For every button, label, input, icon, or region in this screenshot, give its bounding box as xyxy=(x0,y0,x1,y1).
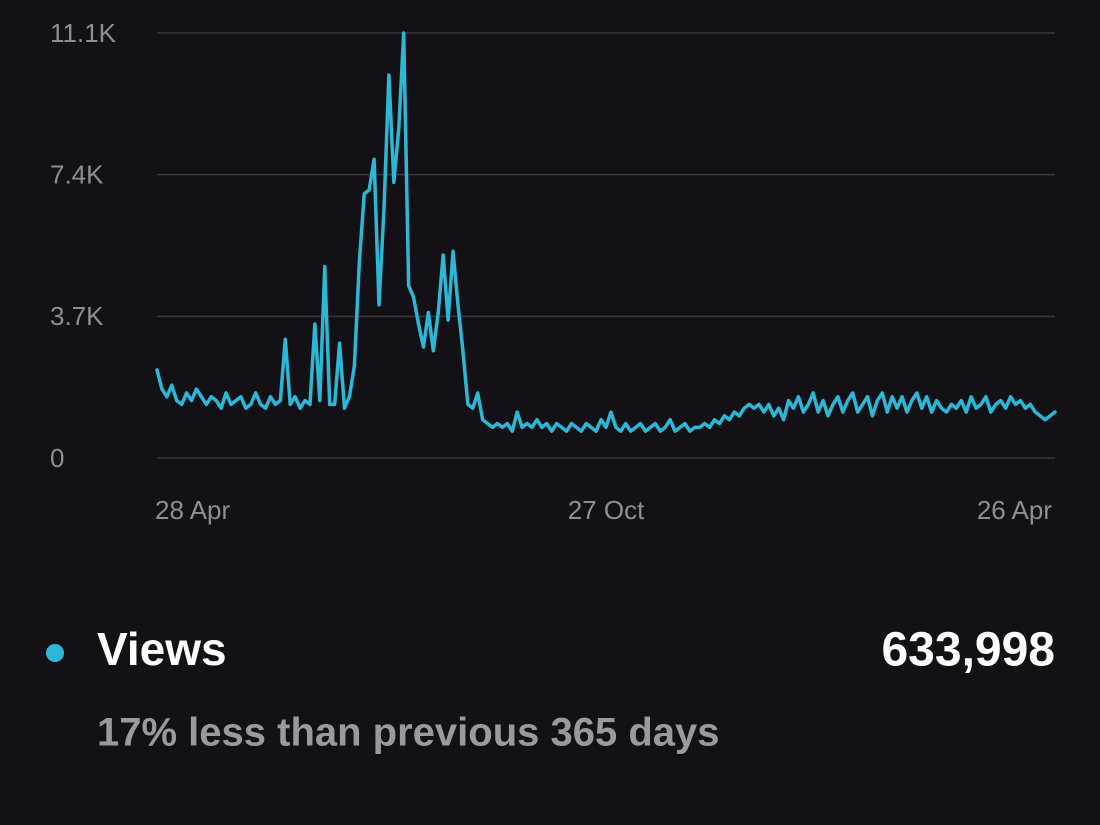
y-tick-label: 7.4K xyxy=(50,160,104,190)
legend-dot xyxy=(46,644,64,662)
x-tick-label: 28 Apr xyxy=(155,495,231,525)
x-tick-label: 26 Apr xyxy=(977,495,1053,525)
y-tick-label: 3.7K xyxy=(50,301,104,331)
y-tick-label: 0 xyxy=(50,443,64,473)
x-tick-label: 27 Oct xyxy=(568,495,645,525)
line-series xyxy=(155,31,1057,433)
total: 633,998 xyxy=(881,624,1055,677)
legend-label: Views xyxy=(97,623,227,675)
y-tick-label: 11.1K xyxy=(50,18,117,48)
comparison: 17% less than previous 365 days xyxy=(97,711,720,755)
